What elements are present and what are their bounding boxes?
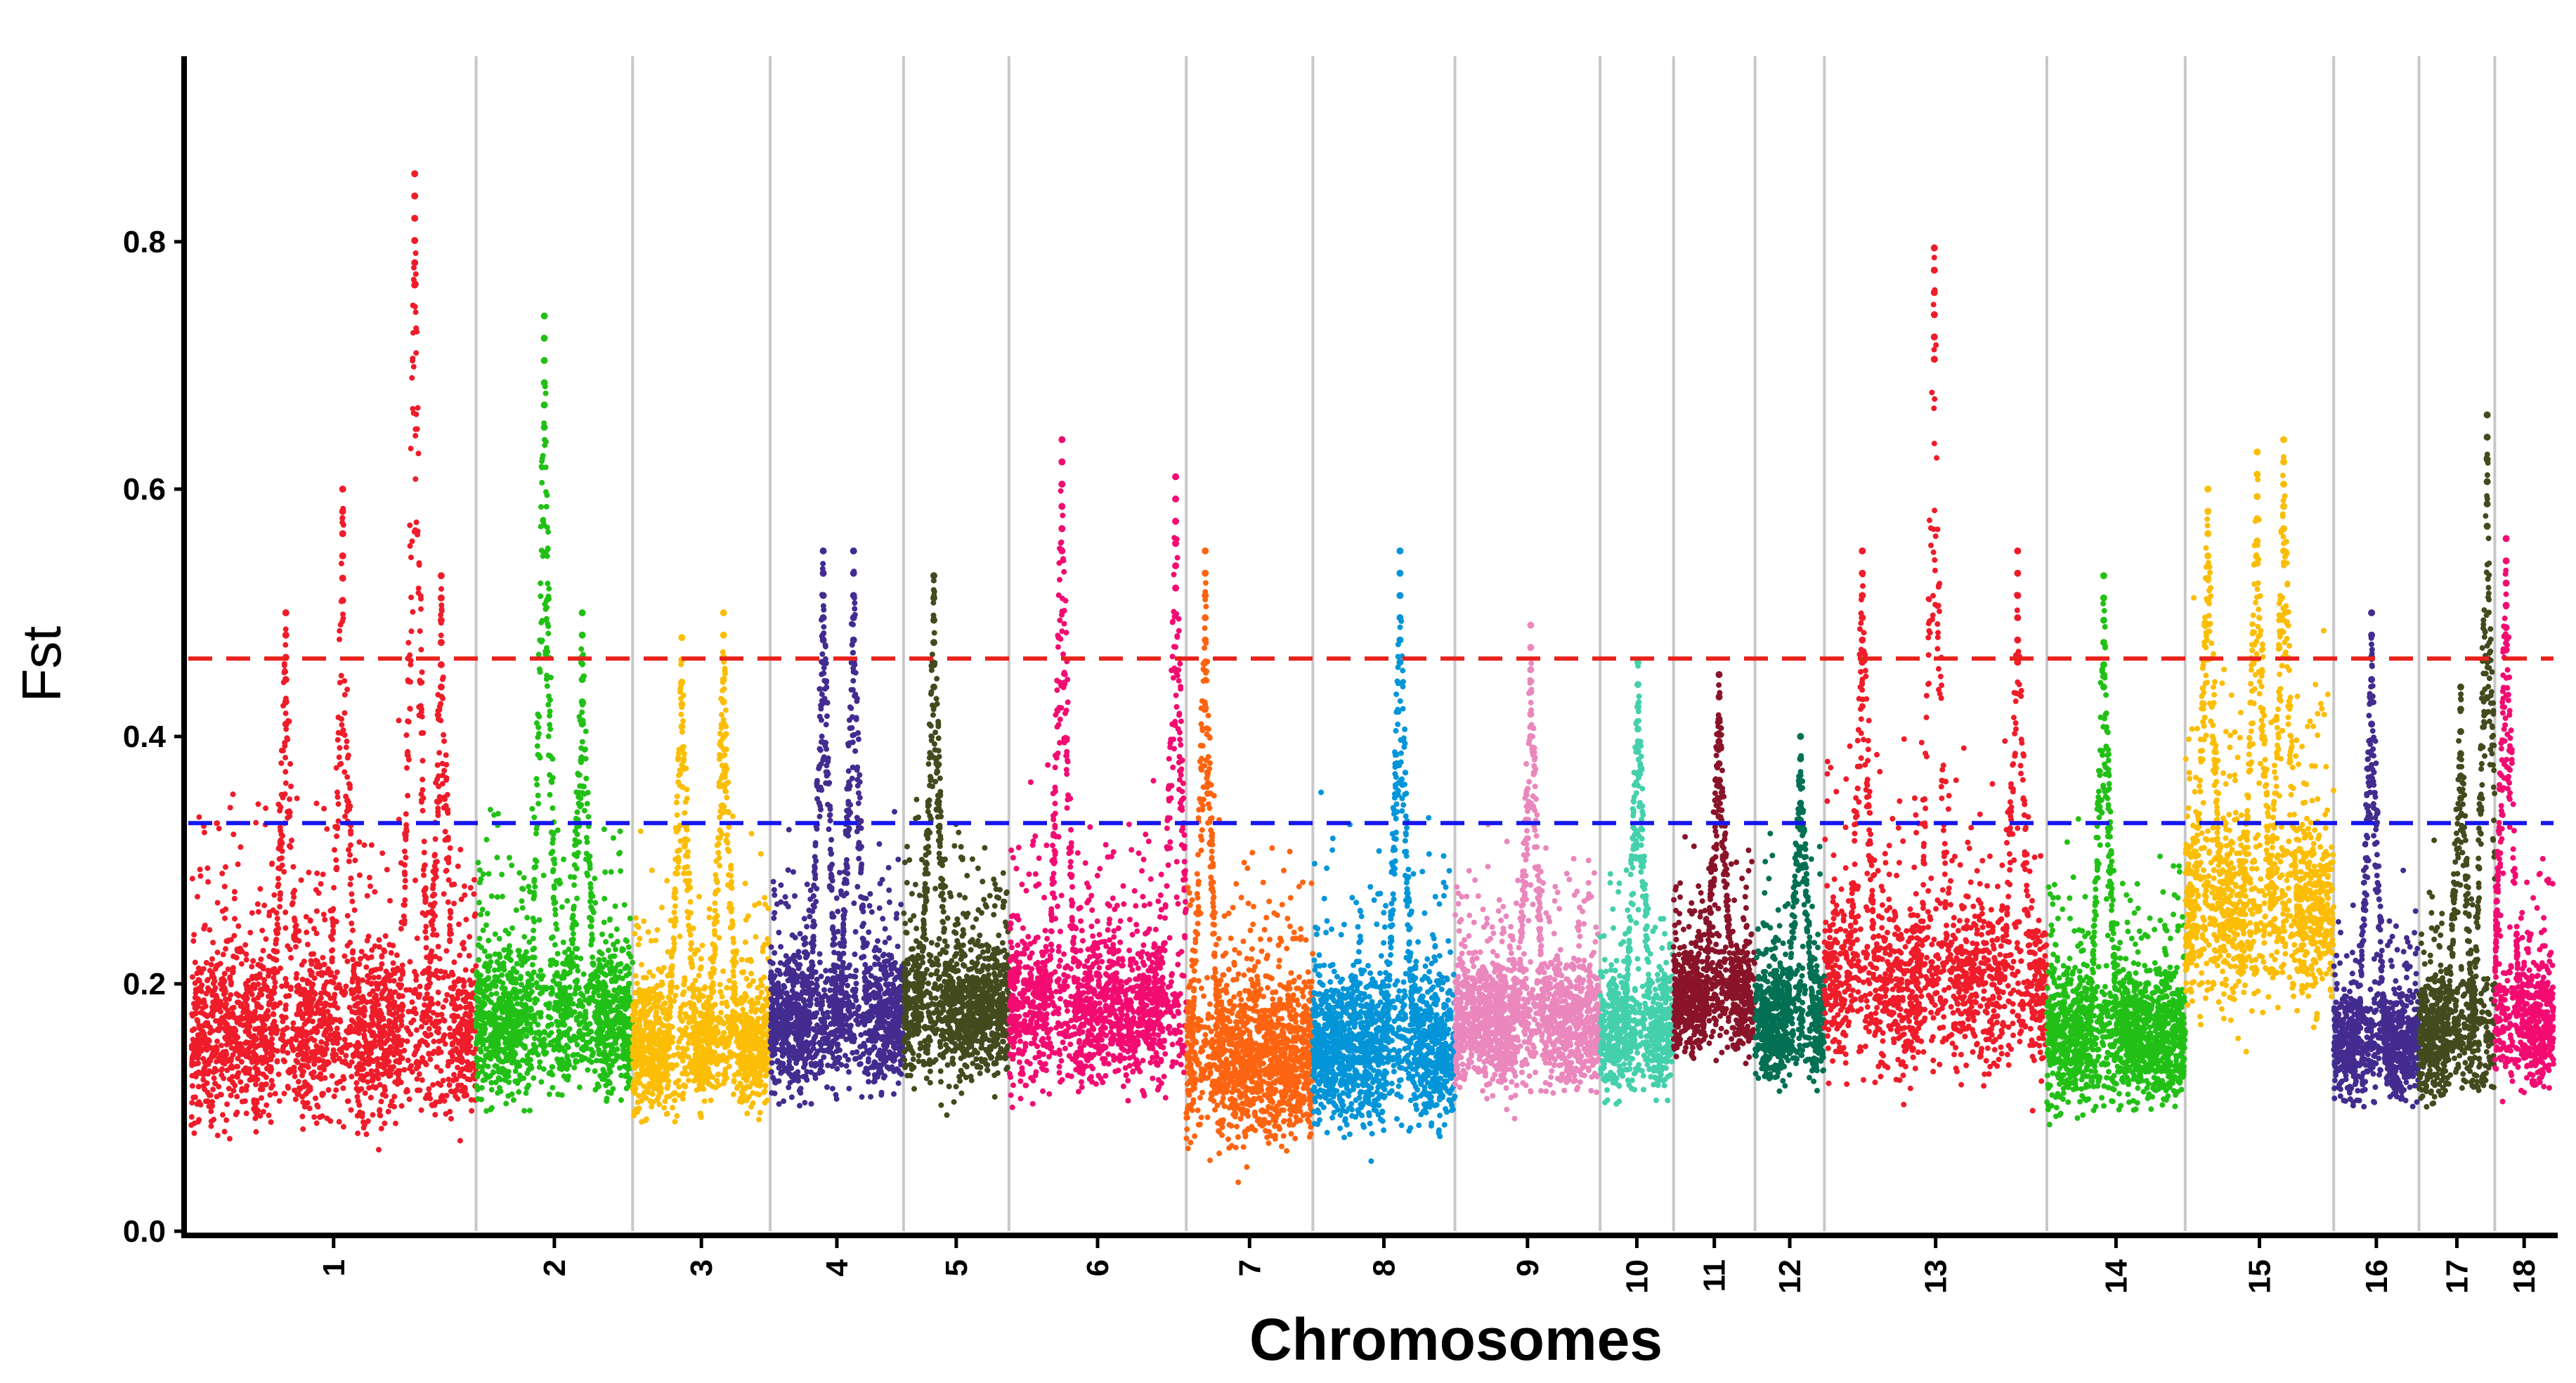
snp-points — [188, 170, 2556, 1186]
chromosome-7-points — [1183, 547, 1316, 1186]
chromosome-16-points — [2331, 609, 2422, 1110]
axes — [181, 56, 2558, 1238]
x-tick-label-chr-16: 16 — [2360, 1259, 2394, 1294]
x-tick-label-chr-2: 2 — [538, 1259, 572, 1276]
y-tick-label: 0.6 — [123, 472, 166, 507]
chromosome-12-points — [1752, 733, 1828, 1094]
chromosome-11-points — [1670, 671, 1758, 1067]
x-tick-label-chr-1: 1 — [317, 1259, 351, 1276]
chromosome-6-points — [1006, 436, 1190, 1110]
x-tick-label-chr-3: 3 — [684, 1259, 719, 1276]
chromosome-3-points — [630, 609, 773, 1125]
chromosome-10-points — [1597, 658, 1677, 1107]
chromosome-17-points — [2416, 411, 2498, 1110]
x-tick-label-chr-18: 18 — [2507, 1259, 2542, 1294]
x-tick-label-chr-8: 8 — [1367, 1259, 1401, 1276]
x-tick-label-chr-17: 17 — [2440, 1259, 2474, 1294]
x-tick-label-chr-12: 12 — [1773, 1259, 1807, 1294]
chromosome-18-points — [2492, 535, 2556, 1105]
chromosome-4-points — [767, 547, 906, 1109]
chromosome-1-points — [188, 170, 479, 1153]
chromosome-8-points — [1310, 547, 1458, 1164]
y-axis-ticks: 0.0 0.2 0.4 0.6 0.8 — [123, 225, 184, 1249]
x-tick-label-chr-10: 10 — [1620, 1259, 1654, 1294]
chromosome-13-points — [1821, 244, 2050, 1114]
x-tick-label-chr-7: 7 — [1232, 1259, 1267, 1276]
x-axis-ticks: 1 2 3 4 5 6 7 8 9 10 11 12 13 14 15 16 17 18 — [317, 1238, 2542, 1294]
y-tick-label: 0.4 — [123, 720, 167, 754]
chromosome-14-points — [2044, 572, 2188, 1128]
x-tick-label-chr-9: 9 — [1511, 1259, 1545, 1276]
x-tick-label-chr-14: 14 — [2099, 1259, 2133, 1293]
x-tick-label-chr-5: 5 — [939, 1259, 974, 1276]
x-tick-label-chr-11: 11 — [1698, 1259, 1732, 1292]
chromosome-5-points — [901, 572, 1012, 1118]
chromosome-15-points — [2182, 436, 2337, 1055]
y-tick-label: 0.2 — [123, 967, 166, 1001]
x-tick-label-chr-13: 13 — [1919, 1259, 1953, 1294]
x-tick-label-chr-6: 6 — [1081, 1259, 1115, 1276]
y-tick-label: 0.8 — [123, 225, 166, 259]
chromosome-2-points — [473, 312, 636, 1114]
chromosome-9-points — [1452, 621, 1603, 1122]
x-axis-title: Chromosomes — [1249, 1306, 1663, 1372]
x-tick-label-chr-4: 4 — [820, 1259, 854, 1276]
y-tick-label: 0.0 — [123, 1214, 166, 1249]
y-axis-title: Fst — [11, 626, 72, 703]
x-tick-label-chr-15: 15 — [2243, 1259, 2277, 1294]
